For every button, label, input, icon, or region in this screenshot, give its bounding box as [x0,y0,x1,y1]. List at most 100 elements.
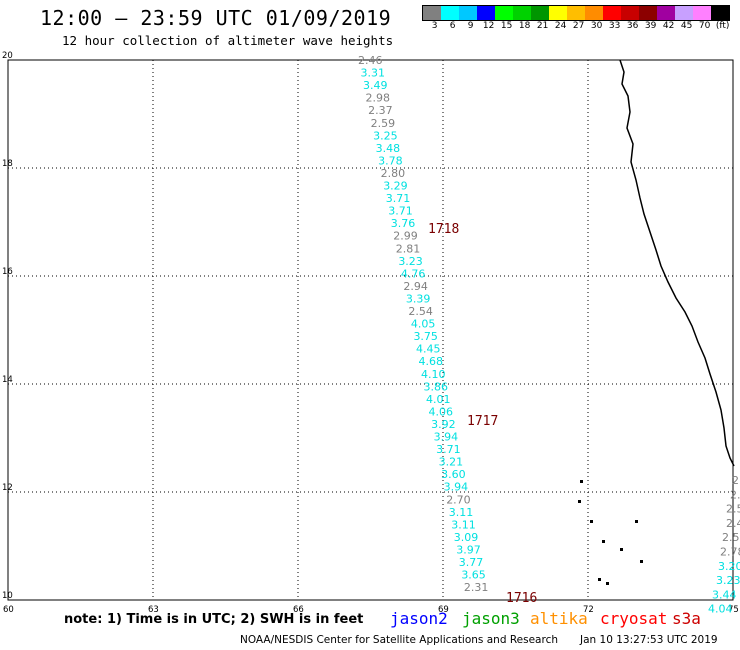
wave-height-value: 2.70 [446,493,471,506]
scale-swatch [711,6,729,20]
wave-height-value: 3.71 [388,205,413,218]
scale-label: 15 [500,21,513,31]
coastline [619,59,735,467]
scale-swatch [477,6,495,20]
scale-swatch [423,6,441,20]
satellite-legend-cryosat: cryosat [600,609,668,628]
scale-label: 39 [644,21,657,31]
units-note: note: 1) Time is in UTC; 2) SWH is in fe… [64,612,364,627]
scale-swatch [441,6,459,20]
scale-swatch [639,6,657,20]
lon-tick-label: 72 [583,605,594,615]
wave-height-value: 3.31 [361,67,386,80]
island-speck [602,540,605,543]
scale-swatch [585,6,603,20]
wave-height-value: 4.76 [401,267,426,280]
scale-label: 45 [680,21,693,31]
island-speck [606,582,609,585]
lon-tick-label: 69 [438,605,449,615]
scale-label: 42 [662,21,675,31]
lat-tick-label: 16 [2,267,13,277]
lat-tick-label: 12 [2,483,13,493]
wave-height-value: 3.39 [406,292,431,305]
scale-swatch [675,6,693,20]
scale-label: 3 [431,21,438,31]
scale-label: 36 [626,21,639,31]
wave-height-value: 3.65 [461,569,486,582]
wave-height-value: 2.59 [371,117,396,130]
scale-label: 21 [536,21,549,31]
scale-swatch [693,6,711,20]
page-subtitle: 12 hour collection of altimeter wave hei… [62,33,394,48]
wave-height-value: 3.77 [459,556,484,569]
wave-height-value: 2.37 [368,104,393,117]
pass-number-label: 1718 [428,222,459,237]
island-speck [640,560,643,563]
lat-tick-label: 20 [2,51,13,61]
wave-height-value: 2.5 [726,503,740,516]
wave-height-value: 3.23 [398,255,423,268]
wave-height-value: 2.81 [396,242,421,255]
lat-tick-label: 10 [2,591,13,601]
wave-height-value: 3.76 [391,217,416,230]
wave-height-value: 3.20 [718,560,740,573]
satellite-legend-jason2: jason2 [390,609,448,628]
pass-number-label: 1717 [467,414,498,429]
wave-height-value: 2.58 [722,531,740,544]
wave-height-value: 4.05 [411,318,436,331]
wave-height-value: 3.21 [439,456,464,469]
island-speck [598,578,601,581]
lat-tick-label: 18 [2,159,13,169]
lon-tick-label: 60 [3,605,14,615]
color-scale-labels: 3 6 9 12 15 18 21 24 27 30 33 36 39 42 45 70 (ft) [422,21,740,33]
satellite-legend-altika: altika [530,609,588,628]
wave-height-value: 3.97 [456,543,481,556]
island-speck [620,548,623,551]
wave-height-value: 3.11 [451,518,476,531]
wave-height-value: 3.48 [376,142,401,155]
scale-label: 6 [449,21,456,31]
pass-number-label: 1716 [506,591,537,606]
wave-height-value: 3.94 [434,431,459,444]
wave-height-value: 3.71 [386,192,411,205]
page-title: 12:00 – 23:59 UTC 01/09/2019 [40,6,392,30]
wave-height-value: 2.4 [726,517,740,530]
lat-tick-label: 14 [2,375,13,385]
wave-height-value: 4.04 [708,603,733,616]
map-frame [7,59,734,601]
scale-label: 24 [554,21,567,31]
wave-height-value: 2.80 [381,167,406,180]
scale-label: 27 [572,21,585,31]
wave-height-value: 3.44 [712,588,737,601]
scale-label: 12 [482,21,495,31]
scale-swatch [549,6,567,20]
wave-height-value: 4.06 [429,405,454,418]
island-speck [578,500,581,503]
wave-height-value: 4.45 [416,343,441,356]
satellite-legend-jason3: jason3 [462,609,520,628]
island-speck [635,520,638,523]
scale-label: 70 [698,21,711,31]
scale-label: 33 [608,21,621,31]
wave-height-value: 3.25 [373,129,398,142]
lon-tick-label: 63 [148,605,159,615]
scale-swatch [459,6,477,20]
wave-height-value: 3.60 [441,468,466,481]
scale-swatch [621,6,639,20]
scale-label: 18 [518,21,531,31]
scale-swatch [603,6,621,20]
island-speck [590,520,593,523]
color-scale-bar [422,5,730,21]
timestamp-text: Jan 10 13:27:53 UTC 2019 [580,634,718,646]
wave-height-value: 2.54 [408,305,433,318]
wave-height-value: 3.75 [413,330,438,343]
scale-label: (ft) [715,21,730,31]
scale-swatch [495,6,513,20]
wave-height-value: 3.11 [449,506,474,519]
scale-swatch [657,6,675,20]
wave-height-value: 3.09 [454,531,479,544]
scale-label: 9 [467,21,474,31]
wave-height-value: 2.98 [366,92,391,105]
